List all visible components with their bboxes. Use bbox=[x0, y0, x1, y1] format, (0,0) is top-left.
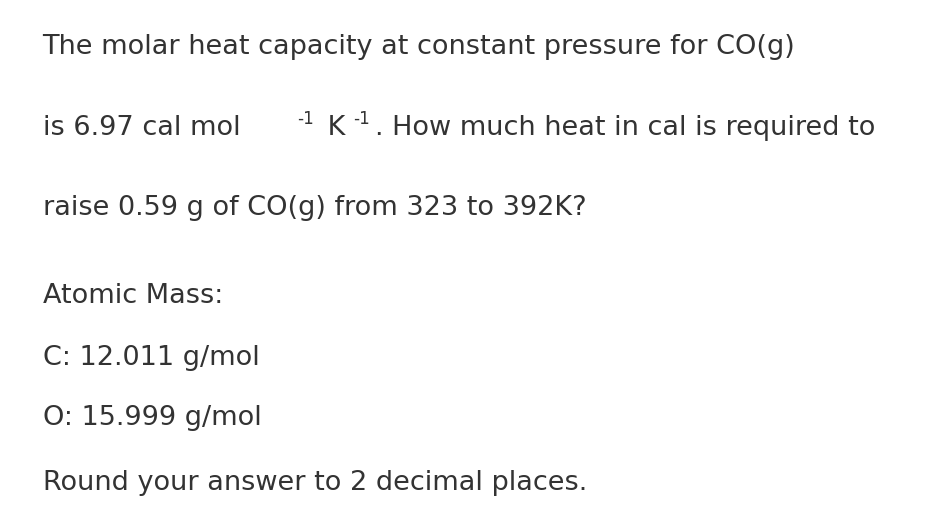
Text: K: K bbox=[319, 114, 346, 141]
Text: Atomic Mass:: Atomic Mass: bbox=[42, 283, 223, 309]
Text: -1: -1 bbox=[353, 110, 369, 128]
Text: . How much heat in cal is required to: . How much heat in cal is required to bbox=[375, 114, 874, 141]
Text: C: 12.011 g/mol: C: 12.011 g/mol bbox=[42, 345, 259, 371]
Text: raise 0.59 g of CO(g) from 323 to 392K?: raise 0.59 g of CO(g) from 323 to 392K? bbox=[42, 195, 585, 221]
Text: Round your answer to 2 decimal places.: Round your answer to 2 decimal places. bbox=[42, 469, 586, 496]
Text: O: 15.999 g/mol: O: 15.999 g/mol bbox=[42, 405, 261, 431]
Text: is 6.97 cal mol: is 6.97 cal mol bbox=[42, 114, 240, 141]
Text: -1: -1 bbox=[297, 110, 314, 128]
Text: The molar heat capacity at constant pressure for CO(g): The molar heat capacity at constant pres… bbox=[42, 34, 795, 61]
